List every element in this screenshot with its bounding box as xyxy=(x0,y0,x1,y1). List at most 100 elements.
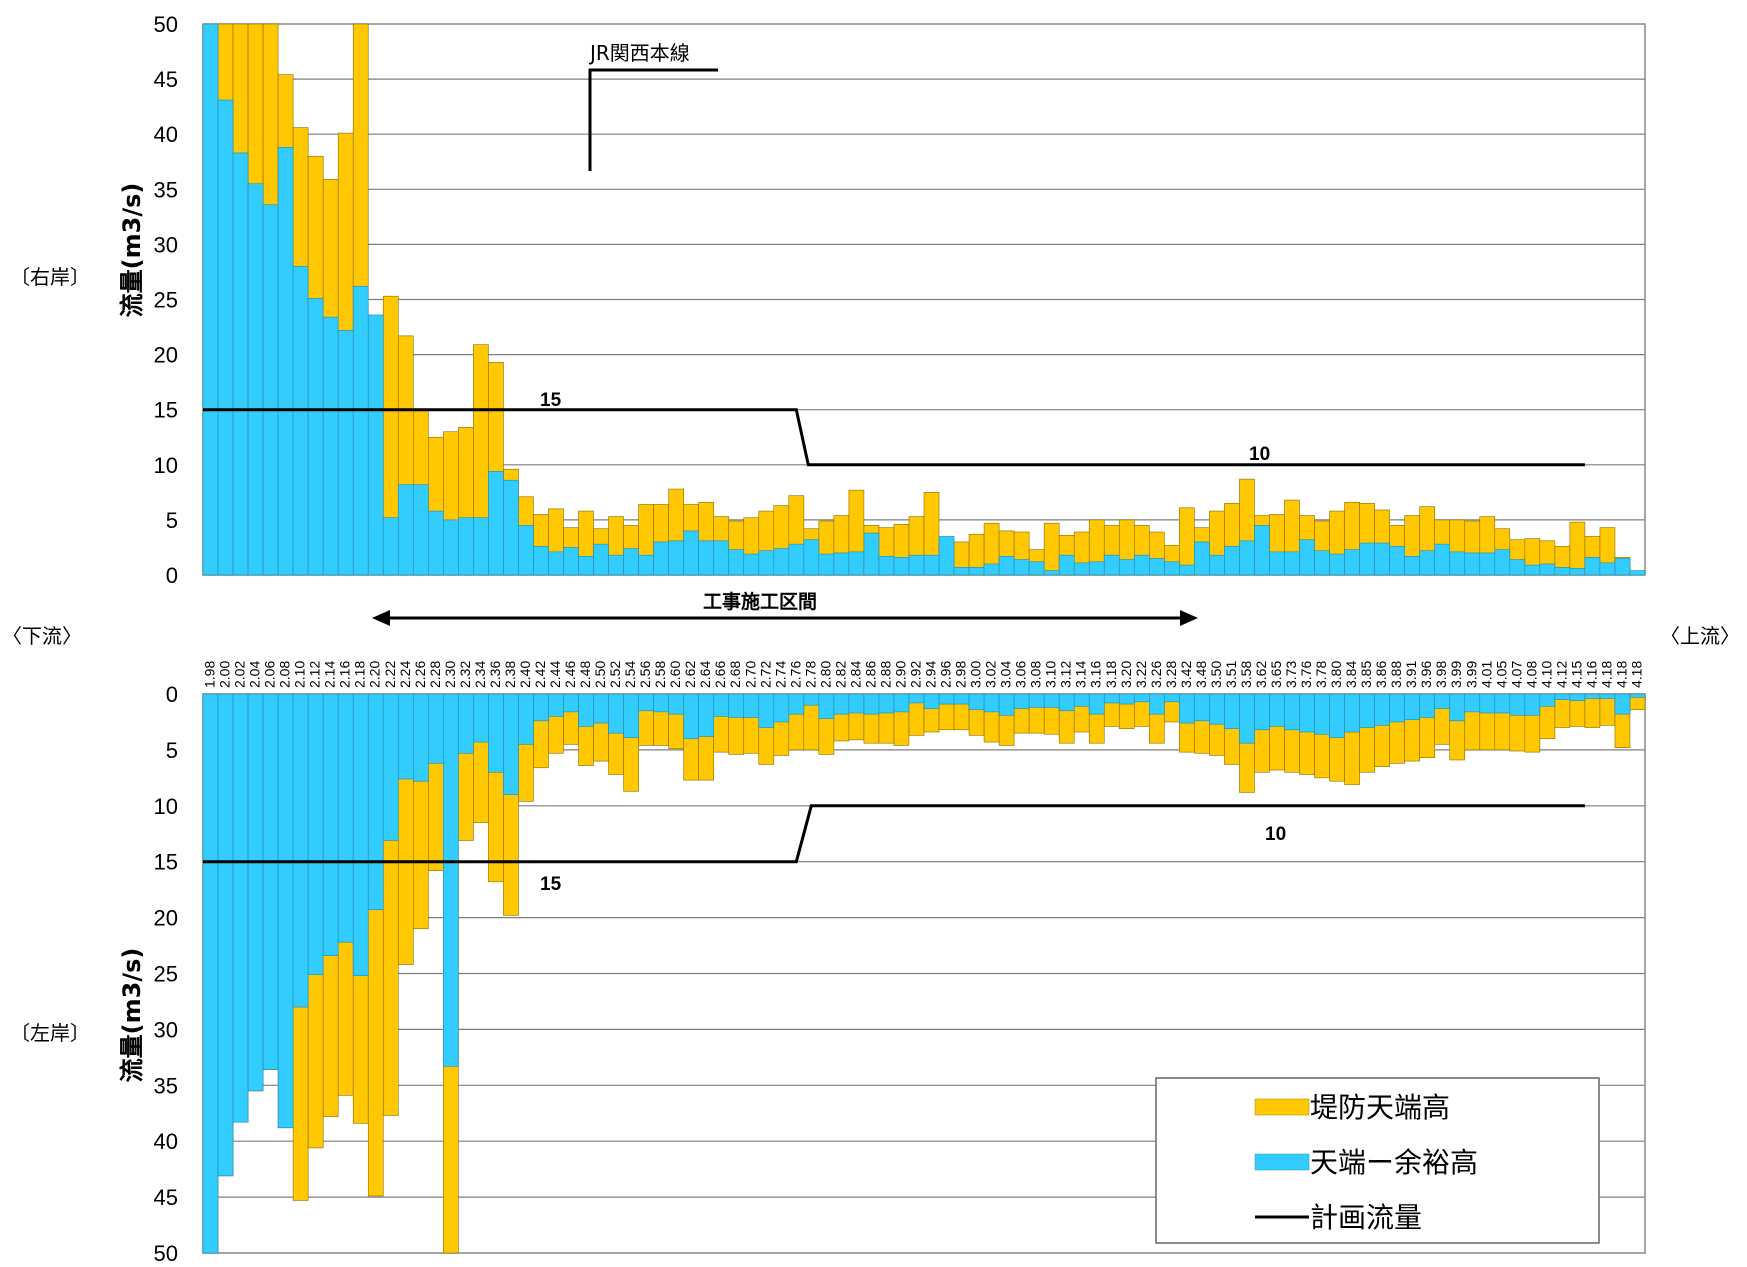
arrow-head-right xyxy=(1180,610,1198,626)
bottom-y-tick-30: 30 xyxy=(154,1017,178,1042)
bottom-y-tick-0: 0 xyxy=(166,682,178,707)
bottom-freeboard-bar xyxy=(1194,693,1210,722)
x-category-label: 4.18 xyxy=(1628,661,1644,688)
top-freeboard-bar xyxy=(1013,559,1030,576)
bottom-freeboard-bar xyxy=(473,693,489,743)
x-category-label: 2.64 xyxy=(697,661,713,688)
x-category-label: 2.04 xyxy=(247,661,263,688)
x-category-label: 3.78 xyxy=(1313,661,1329,688)
top-freeboard-bar xyxy=(728,549,745,576)
bottom-freeboard-bar xyxy=(878,693,895,714)
top-freeboard-bar xyxy=(1058,554,1075,576)
bottom-freeboard-bar xyxy=(818,693,835,719)
top-y-tick-40: 40 xyxy=(154,122,178,147)
x-category-label: 2.94 xyxy=(923,661,939,688)
top-levee-bar xyxy=(1569,521,1586,576)
bottom-freeboard-bar xyxy=(443,693,459,1067)
x-category-label: 2.86 xyxy=(862,661,878,688)
x-category-label: 3.65 xyxy=(1268,661,1284,688)
bottom-freeboard-bar xyxy=(367,693,384,911)
bottom-side-label: 〔左岸〕 xyxy=(10,1021,90,1045)
bottom-freeboard-bar xyxy=(1539,693,1556,707)
x-category-label: 3.76 xyxy=(1298,661,1314,688)
x-category-label: 2.28 xyxy=(427,661,443,688)
top-freeboard-bar xyxy=(1149,558,1165,576)
bottom-freeboard-bar xyxy=(1434,693,1451,709)
x-category-label: 2.72 xyxy=(757,661,773,688)
bottom-freeboard-bar xyxy=(412,693,429,782)
railway-marker xyxy=(588,68,718,171)
x-category-label: 4.16 xyxy=(1583,661,1599,688)
bottom-freeboard-bar xyxy=(277,693,294,1129)
bottom-freeboard-bar xyxy=(968,693,985,710)
top-freeboard-bar xyxy=(202,23,219,576)
bottom-freeboard-bar xyxy=(1464,693,1481,713)
bottom-freeboard-bar xyxy=(758,693,775,728)
top-freeboard-bar xyxy=(307,298,324,576)
top-freeboard-bar xyxy=(1524,564,1541,576)
top-freeboard-bar xyxy=(1434,543,1451,576)
bottom-freeboard-bar xyxy=(1569,693,1586,702)
top-freeboard-bar xyxy=(292,266,309,576)
x-category-label: 2.98 xyxy=(953,661,969,688)
bottom-freeboard-bar xyxy=(1299,693,1315,733)
top-freeboard-bar xyxy=(352,285,369,576)
x-category-label: 2.14 xyxy=(322,661,338,688)
bottom-freeboard-bar xyxy=(983,693,1000,713)
top-freeboard-bar xyxy=(1404,555,1420,576)
top-freeboard-bar xyxy=(908,554,925,576)
x-category-label: 3.91 xyxy=(1403,661,1419,688)
top-freeboard-bar xyxy=(1133,554,1150,576)
top-freeboard-bar xyxy=(1419,550,1436,576)
top-freeboard-bar xyxy=(833,552,850,576)
bottom-freeboard-bar xyxy=(1224,693,1240,729)
x-category-label: 3.88 xyxy=(1388,661,1404,688)
bottom-freeboard-bar xyxy=(1599,693,1616,699)
top-freeboard-bar xyxy=(322,316,339,576)
top-freeboard-bar xyxy=(428,510,444,576)
bottom-y-tick-10: 10 xyxy=(154,794,178,819)
bottom-y-tick-25: 25 xyxy=(154,962,178,987)
bottom-freeboard-bar xyxy=(908,693,925,704)
x-category-label: 2.68 xyxy=(727,661,743,688)
bottom-plan-annotation-15: 15 xyxy=(540,874,562,895)
bottom-freeboard-bar xyxy=(1449,693,1466,722)
bottom-freeboard-bar xyxy=(998,693,1015,716)
bottom-plan-annotation-10: 10 xyxy=(1265,824,1286,845)
legend: 堤防天端高 天端ー余裕高 計画流量 xyxy=(1155,1077,1600,1244)
bottom-freeboard-bar xyxy=(1419,693,1436,718)
bottom-freeboard-bar xyxy=(202,693,219,1254)
top-y-tick-5: 5 xyxy=(166,508,178,533)
bottom-freeboard-bar xyxy=(803,693,820,706)
legend-box xyxy=(1155,1077,1600,1244)
x-category-label: 2.26 xyxy=(412,661,428,688)
top-freeboard-bar xyxy=(533,546,549,576)
top-freeboard-bar xyxy=(1509,559,1526,576)
bottom-blue-bars xyxy=(202,693,1646,1254)
x-category-label: 2.24 xyxy=(397,661,413,688)
x-category-label: 2.36 xyxy=(487,661,503,688)
x-category-label: 2.74 xyxy=(772,661,788,688)
x-category-label: 2.20 xyxy=(367,661,383,688)
bottom-freeboard-bar xyxy=(1584,693,1601,699)
bottom-freeboard-bar xyxy=(247,693,264,1092)
bottom-freeboard-bar xyxy=(1043,693,1060,708)
top-y-tick-10: 10 xyxy=(154,453,178,478)
top-freeboard-bar xyxy=(698,540,715,576)
top-freeboard-bar xyxy=(1239,540,1255,576)
top-freeboard-bar xyxy=(1028,561,1045,576)
bottom-freeboard-bar xyxy=(638,693,654,712)
bottom-freeboard-bar xyxy=(743,693,760,718)
bottom-freeboard-bar xyxy=(1524,693,1541,716)
bottom-freeboard-bar xyxy=(352,693,369,977)
x-category-label: 3.06 xyxy=(1013,661,1029,688)
bottom-freeboard-bar xyxy=(1629,693,1646,698)
top-freeboard-bar xyxy=(1494,549,1511,576)
bottom-freeboard-bar xyxy=(563,693,579,713)
bottom-freeboard-bar xyxy=(1013,693,1030,709)
legend-swatch-levee xyxy=(1254,1098,1310,1116)
bottom-freeboard-bar xyxy=(1329,693,1345,738)
bottom-freeboard-bar xyxy=(653,693,669,713)
bottom-freeboard-bar xyxy=(1239,693,1255,744)
bottom-freeboard-bar xyxy=(488,693,504,773)
